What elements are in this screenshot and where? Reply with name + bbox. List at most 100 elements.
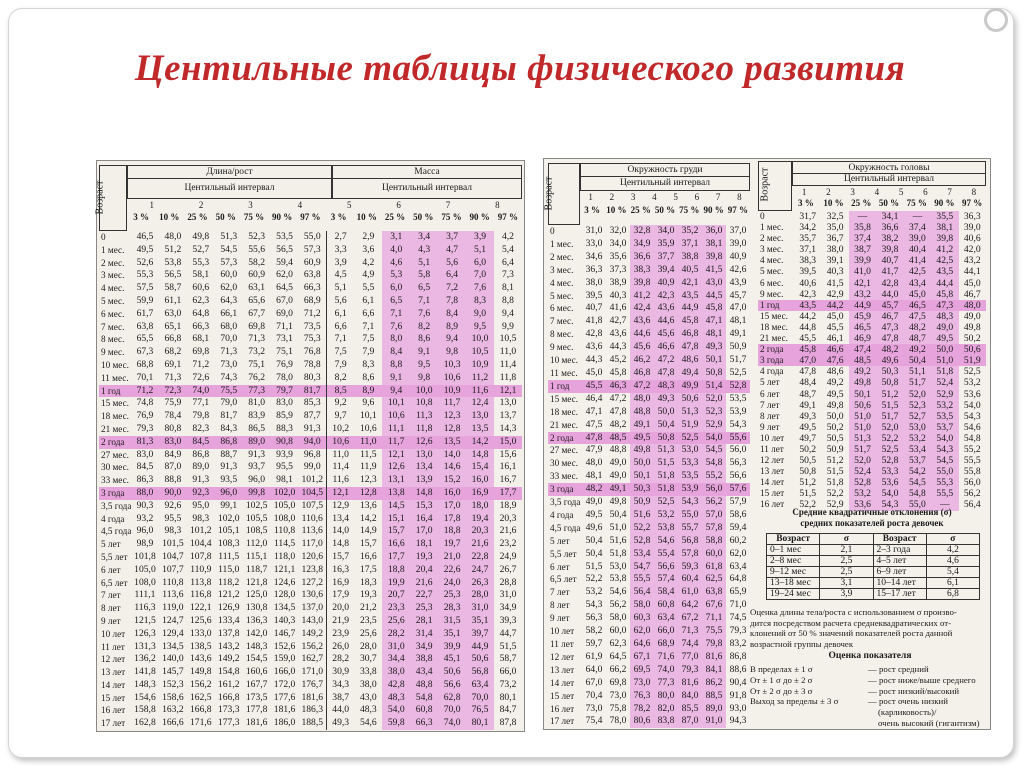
table-cell: 68,0: [220, 320, 238, 332]
table-cell: 6,0: [382, 282, 411, 295]
table-cell: 47,5: [903, 310, 932, 322]
table-row: 3,5 года 90,3 92,6 95,0 99,1 102,5 105,0 107,5 1…: [99, 499, 522, 513]
table-cell: 39,8: [931, 233, 959, 245]
table-cell: 53,6: [848, 499, 877, 511]
t3-interval-num-1-3: 3: [850, 187, 855, 197]
table-cell: 12,3: [438, 410, 467, 423]
table-cell: 49,4: [678, 366, 702, 380]
table-cell: 36,6: [630, 250, 654, 264]
table-cell: 40,3: [826, 266, 844, 278]
table-cell: 105,0: [134, 563, 156, 575]
table-cell: 52,4: [931, 377, 959, 389]
table-row: 6,5 лет 108,0 110,8 113,8 118,2 121,8 124,6 127…: [99, 576, 522, 590]
table-cell: 67,0: [276, 294, 293, 306]
table-cell: 48,5: [606, 431, 630, 445]
table-row: 27 мес. 83,0 84,9 86,8 88,7 91,3 93,9 96,8 11,0 1…: [99, 448, 522, 462]
row-age-label: 7 лет: [550, 587, 570, 598]
table-cell: 65,1: [164, 320, 182, 332]
table-cell: 94,0: [298, 435, 327, 449]
table-row: 4 мес. 38,0 38,9 39,8 40,9 42,1 43,0 43,9: [548, 276, 750, 290]
table-cell: 51,0: [848, 410, 877, 422]
table-cell: 28,0: [359, 640, 377, 652]
table-cell: 9,4: [382, 384, 411, 398]
table-cell: 45,5: [799, 333, 817, 345]
table-cell: 54,8: [903, 488, 932, 500]
row-age-label: 7 мес.: [101, 321, 125, 332]
row-age-label: 14 лет: [760, 477, 785, 488]
table-cell: 16,9: [325, 576, 355, 590]
chest-percentile-headers: 3 % 10 % 25 % 50 % 75 % 90 % 97 %: [580, 205, 750, 219]
std-cell: 3,9: [819, 588, 874, 600]
t2-interval-num-1-4: 4: [652, 192, 657, 202]
table-cell: 76,8: [303, 346, 321, 358]
table-row: 14 лет 67,0 69,8 73,0 77,3 81,6 86,2 90,4: [548, 676, 750, 690]
table-row: 3 года 47,0 47,6 48,5 49,6 50,4 51,0 51,9: [758, 355, 986, 367]
estimate-row: (карликовость)/: [750, 707, 990, 718]
table-cell: 34,4: [382, 653, 411, 667]
table-row: 9 мес. 67,3 68,2 69,8 71,3 73,2 75,1 76,8 7,5 7,9…: [99, 346, 522, 359]
table-cell: 43,6: [609, 328, 627, 340]
table-cell: 9,8: [438, 346, 467, 359]
table-cell: 44,9: [678, 302, 702, 316]
std-cell: 19–24 мес: [765, 588, 821, 600]
table-cell: 115,0: [218, 563, 240, 575]
table-cell: 70,0: [220, 333, 238, 345]
table-cell: 52,2: [585, 573, 603, 585]
table-cell: 75,5: [702, 625, 726, 638]
std-title-2: средних показателей роста девочек: [800, 518, 944, 528]
table-cell: 47,9: [585, 444, 603, 456]
table-cell: 5,3: [382, 269, 411, 283]
row-age-label: 16 лет: [550, 703, 575, 714]
table-cell: 14,8: [466, 448, 494, 462]
table-cell: 38,3: [799, 255, 817, 267]
table-cell: 70,0: [466, 691, 494, 705]
table-cell: 181,6: [245, 717, 268, 729]
table-cell: 51,0: [848, 421, 877, 433]
table-cell: 10,1: [359, 410, 377, 422]
table-cell: 8,5: [325, 384, 355, 398]
table-cell: 19,4: [466, 512, 494, 526]
table-cell: 18,8: [382, 563, 411, 577]
table-cell: 116,3: [134, 602, 156, 614]
table-cell: 108,5: [245, 525, 268, 537]
table-cell: 4,5: [325, 269, 355, 283]
table-cell: 112,0: [246, 538, 268, 550]
table-cell: 177,8: [245, 704, 268, 716]
table-cell: 42,8: [585, 328, 603, 340]
table-row: 8 мес. 42,8 43,6 44,6 45,6 46,8 48,1 49,1: [548, 328, 750, 342]
table-cell: 42,5: [931, 255, 959, 267]
table-cell: 11,0: [325, 448, 355, 462]
table-cell: 4,7: [438, 243, 467, 257]
table-cell: 49,0: [931, 321, 959, 334]
table-cell: 50,6: [678, 392, 702, 406]
table-cell: 52,9: [702, 418, 726, 432]
table-cell: 52,0: [702, 392, 726, 406]
table-cell: 47,0: [794, 355, 822, 367]
table-row: 14 лет 148,3 152,3 156,2 161,2 167,7 172,0 176,…: [99, 678, 522, 692]
row-age-label: 8 лет: [550, 600, 570, 611]
table-cell: 55,5: [963, 455, 981, 467]
table-cell: 8,8: [382, 358, 411, 372]
table-row: 2 мес. 34,6 35,6 36,6 37,7 38,8 39,8 40,9: [548, 250, 750, 264]
row-age-label: 11 лет: [101, 641, 125, 652]
table-cell: 2,7: [325, 231, 355, 244]
table-cell: 16,3: [325, 563, 355, 577]
table-cell: 40,9: [729, 250, 747, 262]
table-cell: 48,1: [729, 315, 747, 327]
table-row: 11 мес. 70,1 71,3 72,6 74,3 76,2 78,0 80,3 8,2 8,…: [99, 371, 522, 385]
table-row: 11 лет 59,7 62,3 64,6 68,9 74,4 79,8 83,2: [548, 638, 750, 651]
length-interval-label: Центильный интервал: [127, 179, 332, 199]
table-cell: 38,1: [931, 222, 959, 234]
table-cell: 6,6: [362, 307, 375, 319]
std-row: 19–24 мес 3,9 15–17 лет 6,8: [765, 588, 981, 600]
table-cell: 47,8: [799, 366, 817, 378]
table-cell: 50,6: [466, 653, 494, 667]
table-cell: 46,6: [654, 341, 678, 355]
row-age-label: 5 лет: [550, 535, 570, 546]
table-cell: 50,9: [630, 496, 654, 509]
table-cell: 48,5: [848, 355, 877, 367]
table-cell: 91,3: [248, 448, 266, 460]
table-cell: 58,0: [609, 612, 627, 624]
table-cell: —: [848, 211, 877, 223]
table-cell: 83,0: [136, 448, 154, 460]
